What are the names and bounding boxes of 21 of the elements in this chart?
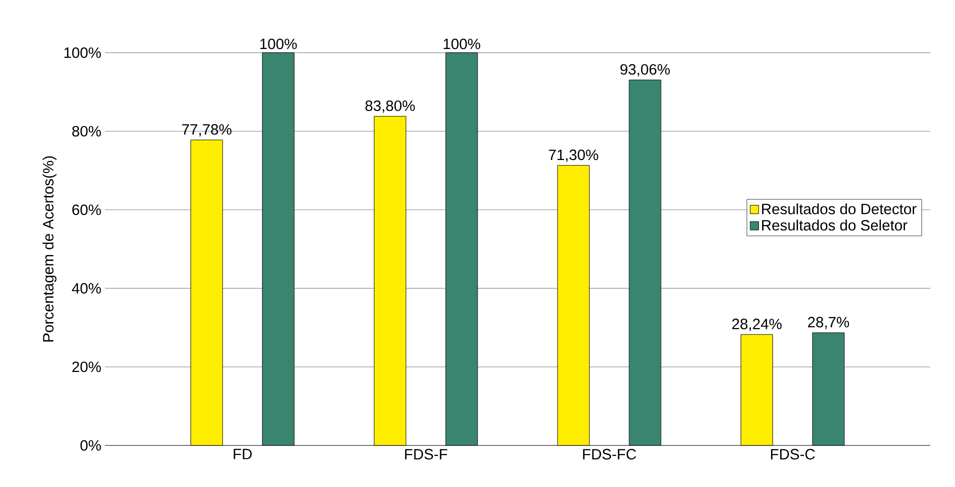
x-tick-label: FD (234, 448, 252, 460)
y-tick-label: 60% (72, 204, 101, 215)
data-label: 100% (260, 38, 297, 50)
x-tick-label: FDS-F (405, 448, 448, 460)
legend-label: Resultados do Seletor (762, 220, 908, 230)
y-tick-label: 0% (80, 440, 101, 451)
data-label: 77,78% (182, 124, 232, 136)
data-label: 28,24% (732, 318, 782, 331)
data-label: 83,80% (365, 100, 415, 113)
data-label: 28,7% (808, 316, 850, 330)
x-tick-label: FDS-FC (583, 448, 636, 460)
y-axis-title: Porcentagem de Acertos(%) (42, 156, 56, 342)
x-tick-label: FDS-C (771, 448, 815, 460)
y-tick-label: 80% (72, 126, 101, 136)
data-label: 100% (444, 38, 480, 50)
legend-label: Resultados do Detector (762, 203, 916, 214)
y-tick-label: 100% (64, 47, 101, 58)
data-label: 71,30% (548, 149, 598, 162)
y-tick-label: 40% (72, 282, 101, 294)
y-tick-label: 20% (72, 362, 101, 372)
data-label: 93,06% (620, 64, 670, 76)
